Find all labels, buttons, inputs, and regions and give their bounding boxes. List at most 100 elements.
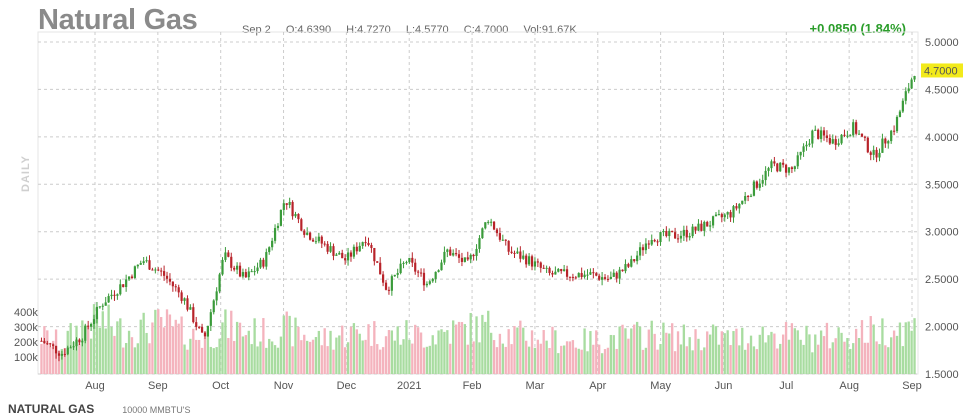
candle-body bbox=[145, 260, 148, 262]
high-value: H:4.7270 bbox=[346, 24, 391, 36]
candle-body bbox=[227, 252, 230, 257]
candle-body bbox=[779, 162, 782, 172]
candle-body bbox=[542, 267, 545, 269]
candle-body bbox=[326, 243, 329, 252]
volume-bar bbox=[814, 334, 817, 374]
candle-body bbox=[265, 252, 268, 267]
volume-bar bbox=[189, 338, 192, 374]
candle-body bbox=[422, 272, 426, 286]
volume-bar bbox=[770, 331, 773, 374]
candle-body bbox=[913, 75, 916, 80]
volume-bar bbox=[811, 352, 814, 374]
volume-bar bbox=[489, 332, 493, 374]
candle-body bbox=[95, 306, 99, 320]
candle-body bbox=[773, 161, 776, 164]
volume-bar bbox=[831, 342, 834, 374]
candle-body bbox=[603, 277, 607, 279]
volume-bar bbox=[57, 350, 61, 374]
candle-body bbox=[247, 271, 250, 278]
last-price-badge bbox=[921, 63, 963, 78]
volume-bar bbox=[703, 347, 706, 374]
volume-bar bbox=[183, 344, 186, 374]
candle-body bbox=[907, 88, 910, 92]
candle-body bbox=[849, 135, 852, 137]
volume-bar bbox=[624, 328, 627, 374]
candle-body bbox=[726, 212, 729, 215]
candle-body bbox=[364, 242, 367, 244]
candle-body bbox=[744, 196, 747, 201]
candle-body bbox=[872, 149, 875, 155]
volume-bar bbox=[679, 344, 683, 374]
volume-bar bbox=[63, 348, 66, 374]
candle-body bbox=[186, 298, 189, 310]
candle-body bbox=[723, 214, 726, 218]
candle-body bbox=[57, 353, 61, 356]
volume-bar bbox=[630, 328, 633, 374]
candle-body bbox=[46, 343, 49, 345]
candle-body bbox=[244, 272, 247, 278]
volume-bar bbox=[907, 321, 910, 374]
candle-body bbox=[709, 225, 712, 227]
candle-body bbox=[271, 240, 274, 248]
footer-name: NATURAL GAS bbox=[8, 402, 95, 416]
candle-body bbox=[825, 135, 829, 139]
volume-bar bbox=[259, 341, 262, 374]
candle-body bbox=[75, 339, 78, 347]
candle-body bbox=[671, 230, 674, 233]
volume-bar bbox=[641, 349, 645, 374]
candle-body bbox=[180, 292, 183, 301]
candle-body bbox=[595, 273, 598, 276]
x-tick-label: Aug bbox=[839, 380, 859, 392]
candle-body bbox=[793, 166, 796, 169]
candle-body bbox=[863, 136, 866, 138]
candle-body bbox=[659, 232, 662, 243]
candle-body bbox=[700, 223, 703, 231]
ohlc-readout: Sep 2 O:4.6390 H:4.7270 L:4.5770 C:4.700… bbox=[242, 24, 589, 36]
candle-body bbox=[621, 269, 624, 272]
candle-body bbox=[487, 221, 490, 223]
volume-bar bbox=[104, 328, 107, 374]
volume-bar bbox=[913, 318, 916, 374]
candle-body bbox=[466, 257, 469, 260]
volume-bar bbox=[516, 327, 519, 374]
candle-body bbox=[761, 180, 764, 184]
volume-bar bbox=[802, 344, 805, 374]
candle-body bbox=[455, 253, 458, 255]
candle-body bbox=[749, 195, 753, 197]
candle-body bbox=[624, 264, 627, 272]
volume-bar bbox=[43, 326, 46, 374]
candle-body bbox=[820, 130, 823, 139]
volume-bar bbox=[335, 337, 338, 374]
candle-body bbox=[846, 135, 849, 137]
candle-body bbox=[379, 262, 382, 275]
volume-bar bbox=[157, 309, 160, 374]
volume-bar bbox=[758, 334, 761, 374]
candle-body bbox=[741, 200, 744, 204]
volume-bar bbox=[598, 344, 601, 374]
low-value: L:4.5770 bbox=[405, 24, 449, 36]
volume-bar bbox=[186, 349, 189, 374]
candle-body bbox=[125, 279, 128, 288]
candle-body bbox=[81, 340, 84, 343]
volume-bar bbox=[560, 345, 563, 374]
volume-bar bbox=[522, 327, 525, 374]
candle-body bbox=[142, 261, 145, 264]
candle-body bbox=[250, 271, 253, 273]
volume-bar bbox=[396, 326, 399, 374]
volume-bar bbox=[846, 337, 849, 374]
volume-bar bbox=[586, 351, 589, 374]
candle-body bbox=[358, 245, 361, 252]
candle-body bbox=[592, 272, 595, 274]
candle-body bbox=[382, 274, 385, 283]
candle-body bbox=[528, 256, 531, 265]
volume-bar bbox=[635, 321, 639, 374]
volume-bar bbox=[197, 339, 201, 374]
volume-bar bbox=[399, 344, 402, 374]
volume-bar bbox=[148, 343, 151, 374]
volume-bar bbox=[224, 309, 227, 374]
volume-bar bbox=[279, 336, 283, 374]
volume-bar bbox=[647, 329, 650, 374]
candle-body bbox=[107, 296, 110, 303]
volume-bar bbox=[329, 330, 332, 374]
